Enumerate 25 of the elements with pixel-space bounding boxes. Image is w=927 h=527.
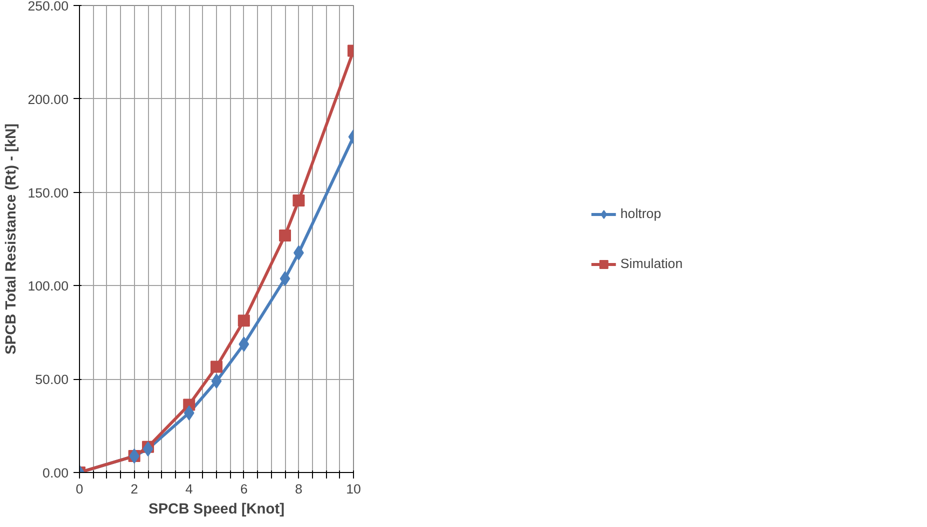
- x-tick-label: 0: [76, 482, 84, 496]
- point: [142, 441, 154, 456]
- x-axis-title: SPCB Speed [Knot]: [148, 502, 285, 518]
- x-tick-label: 4: [185, 482, 194, 496]
- point: [279, 229, 291, 242]
- y-tick-label: 200.00: [28, 92, 68, 107]
- y-tick-label: 150.00: [28, 185, 68, 200]
- y-tick-label: 250.00: [28, 0, 68, 14]
- x-tick-label: 10: [346, 482, 361, 496]
- x-tick-label: 6: [240, 482, 248, 496]
- point: [292, 194, 305, 207]
- y-tick-label: 50.00: [35, 372, 69, 388]
- point: [280, 271, 290, 286]
- x-tick-label: 2: [130, 482, 138, 496]
- legend-label: holtrop: [620, 206, 662, 221]
- point: [238, 314, 250, 327]
- legend-label: Simulation: [620, 256, 683, 271]
- point: [238, 336, 250, 352]
- y-tick-label: 100.00: [28, 278, 68, 294]
- point: [210, 360, 222, 373]
- y-tick-label: 0.00: [42, 466, 69, 480]
- x-tick-label: 8: [294, 482, 302, 496]
- point: [184, 405, 194, 420]
- y-axis-title: SPCB Total Resistance (Rt) - [kN]: [4, 123, 20, 354]
- point: [211, 374, 222, 389]
